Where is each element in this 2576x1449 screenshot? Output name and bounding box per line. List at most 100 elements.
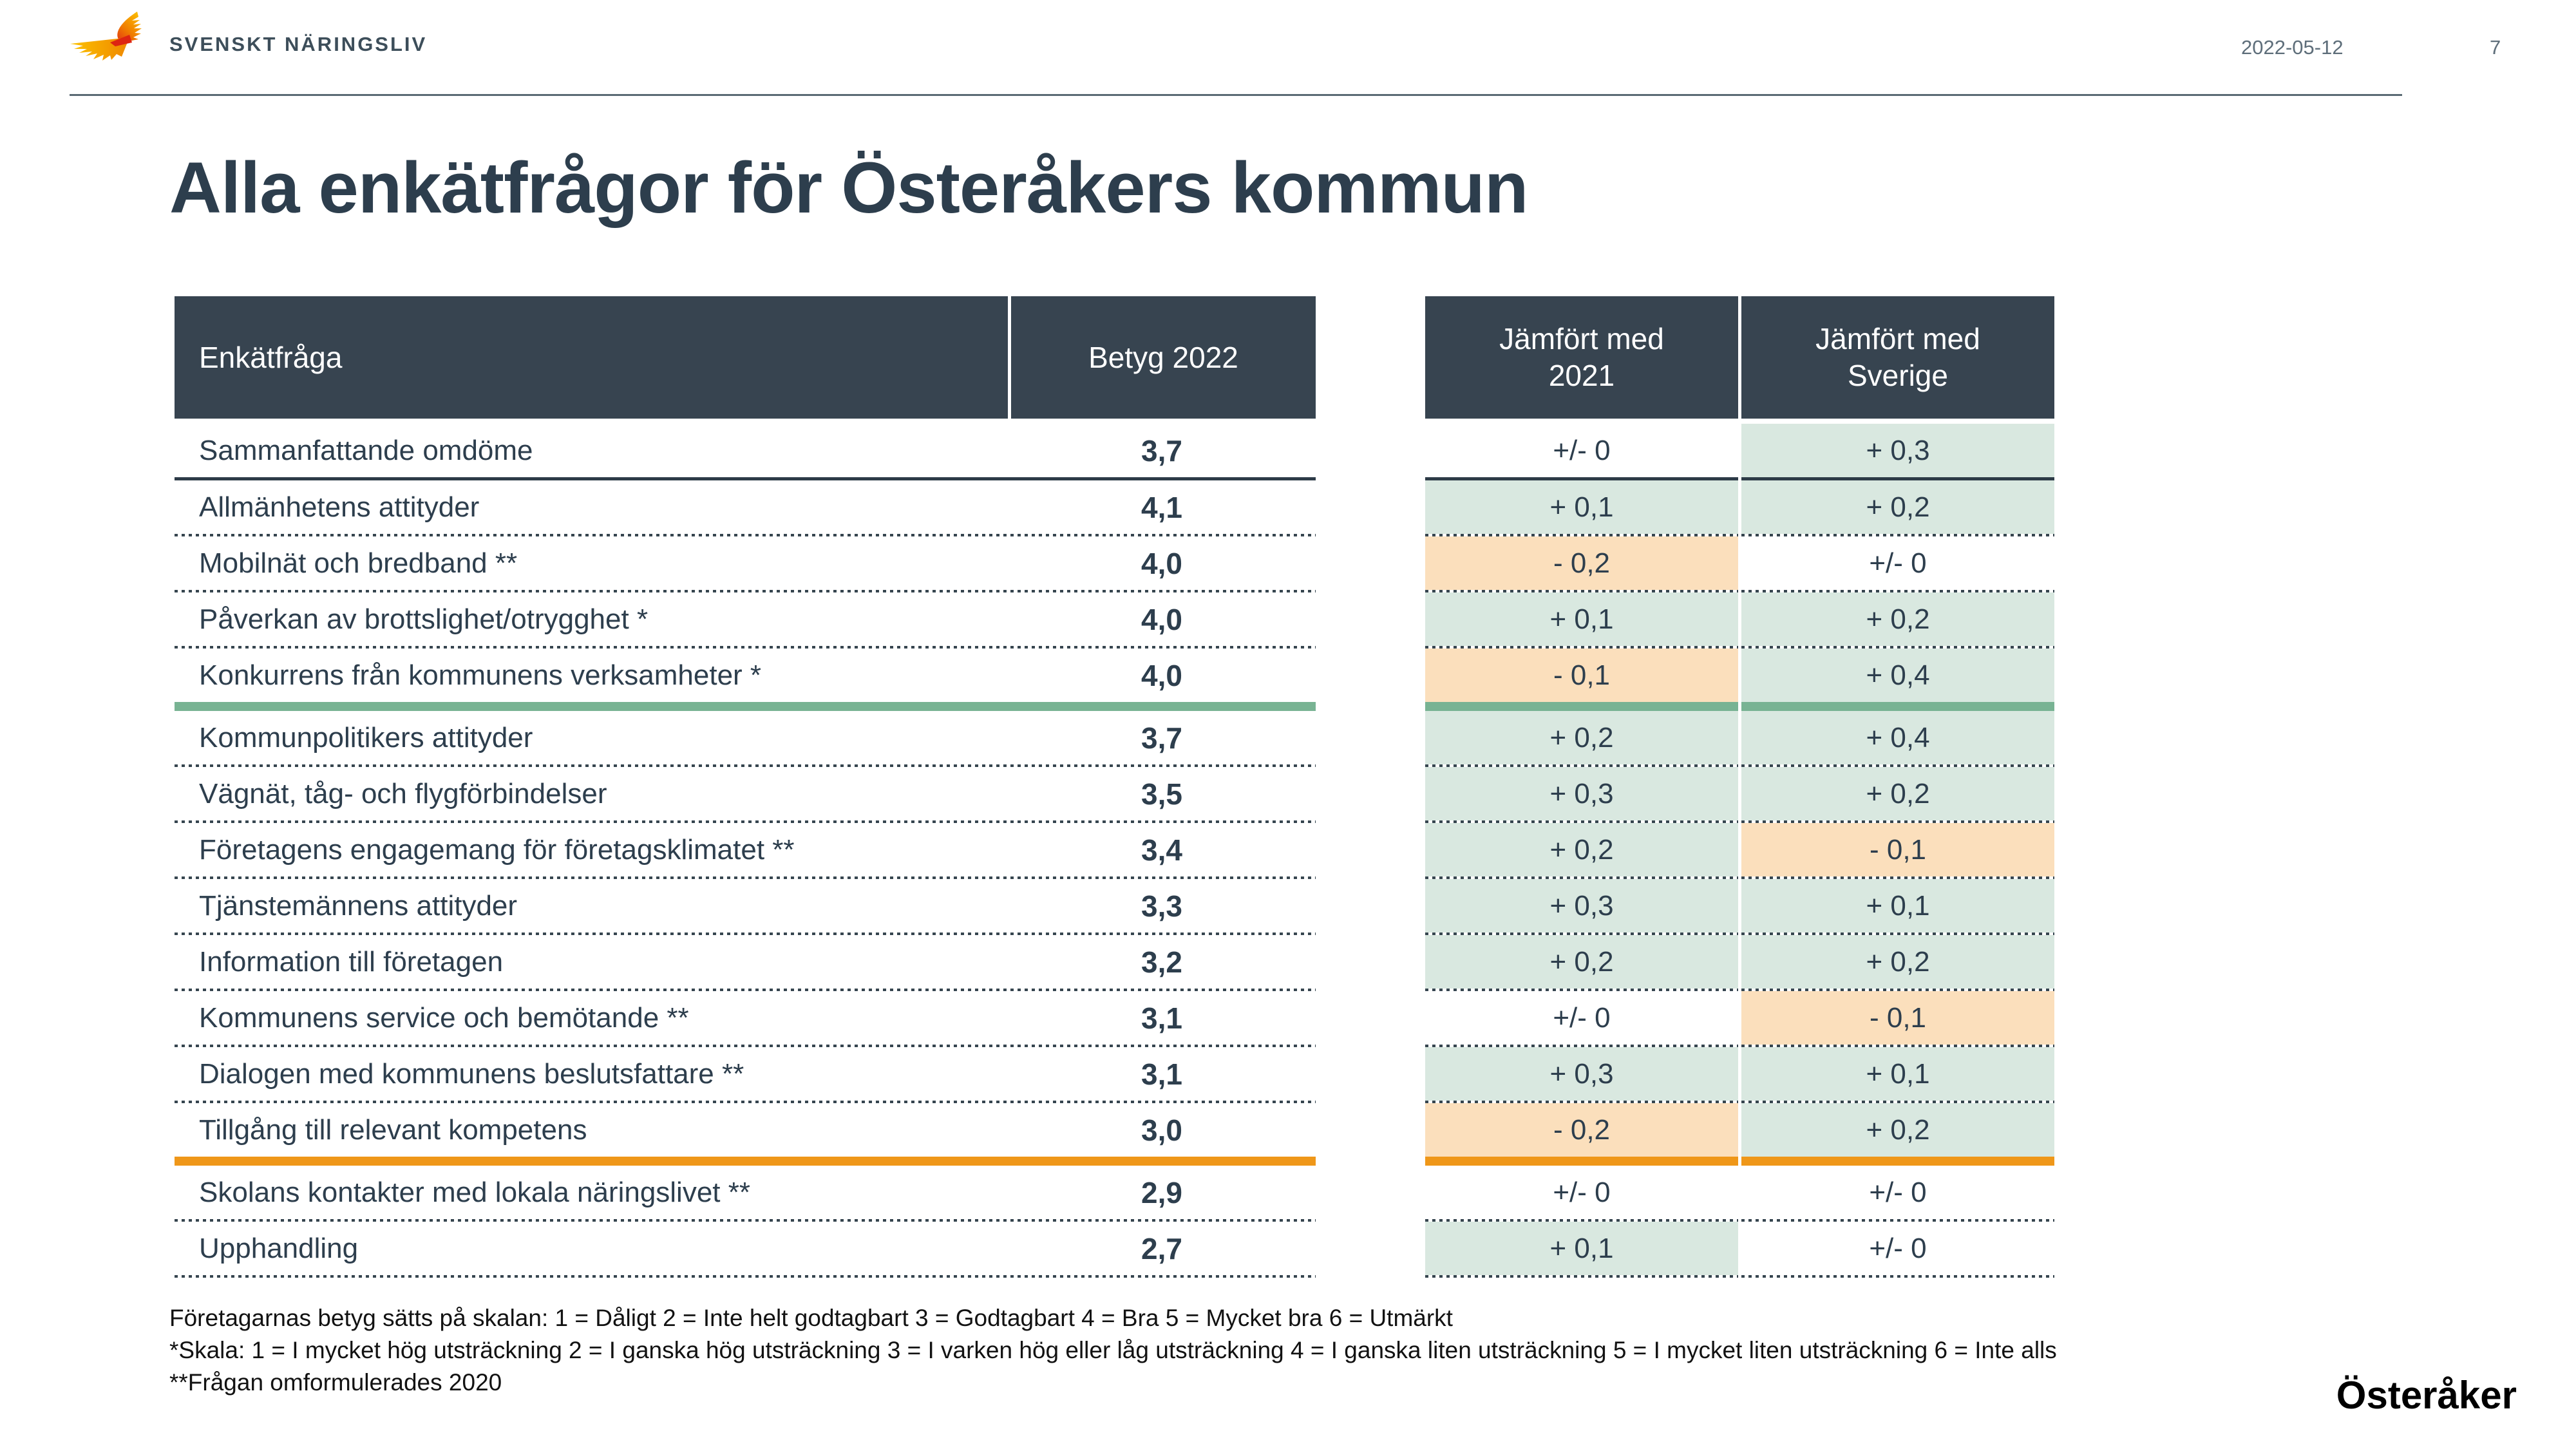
- row-separator: [1425, 534, 2054, 536]
- row-separator: [175, 1045, 1316, 1047]
- row-separator: [175, 590, 1316, 592]
- comparison-sverige-cell: + 0,1: [1741, 879, 2054, 933]
- row-separator: [175, 1219, 1316, 1222]
- question-cell: Mobilnät och bredband **: [199, 547, 518, 579]
- rating-cell: 3,1: [1141, 1001, 1182, 1035]
- rating-cell: 3,1: [1141, 1057, 1182, 1091]
- row-separator: [1425, 646, 2054, 649]
- row-separator: [1425, 477, 2054, 480]
- table-row: +/- 0 +/- 0: [1425, 1166, 2054, 1219]
- rating-cell: 2,7: [1141, 1231, 1182, 1265]
- comparison-2021-cell: +/- 0: [1553, 1001, 1611, 1034]
- table-row: + 0,1 +/- 0: [1425, 1222, 2054, 1275]
- rating-cell: 4,0: [1141, 546, 1182, 580]
- comparison-sverige-cell: + 0,2: [1741, 592, 2054, 646]
- rating-cell: 4,0: [1141, 658, 1182, 692]
- table-row: + 0,3 + 0,2: [1425, 767, 2054, 820]
- table-row: - 0,1 + 0,4: [1425, 649, 2054, 702]
- comparison-2021-cell: + 0,2: [1425, 711, 1738, 764]
- question-cell: Tillgång till relevant kompetens: [199, 1113, 587, 1146]
- row-separator: [175, 933, 1316, 935]
- rating-cell: 4,0: [1141, 602, 1182, 636]
- survey-table-header: Enkätfråga Betyg 2022: [175, 296, 1316, 419]
- comparison-2021-cell: + 0,3: [1425, 879, 1738, 933]
- footnote-skala: *Skala: 1 = I mycket hög utsträckning 2 …: [169, 1337, 2057, 1363]
- table-row: Sammanfattande omdöme 3,7: [175, 424, 1316, 477]
- brand: SVENSKT NÄRINGSLIV: [68, 9, 427, 64]
- rating-cell: 3,5: [1141, 777, 1182, 811]
- question-cell: Dialogen med kommunens beslutsfattare **: [199, 1057, 744, 1090]
- rating-cell: 3,0: [1141, 1113, 1182, 1147]
- page-title: Alla enkätfrågor för Österåkers kommun: [169, 147, 1528, 228]
- rating-cell: 4,1: [1141, 490, 1182, 524]
- row-separator: [1425, 1219, 2054, 1222]
- rating-cell: 2,9: [1141, 1175, 1182, 1209]
- comparison-sverige-cell: + 0,2: [1741, 767, 2054, 820]
- comparison-sverige-cell: + 0,3: [1741, 424, 2054, 477]
- svenskt-naringsliv-logo-icon: [70, 12, 142, 61]
- row-separator: [175, 876, 1316, 879]
- comparison-2021-cell: +/- 0: [1553, 434, 1611, 466]
- table-row: Upphandling 2,7: [175, 1222, 1316, 1275]
- comparison-sverige-cell: + 0,2: [1741, 480, 2054, 534]
- osteraker-wordmark: Österåker: [2336, 1374, 2517, 1417]
- row-separator: [1425, 590, 2054, 592]
- comparison-sverige-cell: + 0,2: [1741, 1103, 2054, 1157]
- row-separator: [1425, 1045, 2054, 1047]
- comparison-sverige-cell: +/- 0: [1869, 547, 1927, 579]
- comparison-sverige-cell: - 0,1: [1741, 991, 2054, 1045]
- row-separator: [1425, 989, 2054, 991]
- table-row: + 0,3 + 0,1: [1425, 1047, 2054, 1101]
- comparison-sverige-cell: + 0,4: [1741, 649, 2054, 702]
- row-separator: [1425, 820, 2054, 823]
- brand-wordmark: SVENSKT NÄRINGSLIV: [169, 33, 428, 55]
- table-row: + 0,1 + 0,2: [1425, 480, 2054, 534]
- table-row: - 0,2 + 0,2: [1425, 1103, 2054, 1157]
- question-cell: Företagens engagemang för företagsklimat…: [199, 833, 795, 866]
- comparison-2021-cell: - 0,2: [1425, 1103, 1738, 1157]
- table-row: Vägnät, tåg- och flygförbindelser 3,5: [175, 767, 1316, 820]
- rating-cell: 3,4: [1141, 833, 1182, 867]
- question-cell: Allmänhetens attityder: [199, 491, 480, 523]
- question-cell: Kommunens service och bemötande **: [199, 1001, 689, 1034]
- comparison-sverige-cell: + 0,4: [1741, 711, 2054, 764]
- footnotes: Företagarnas betyg sätts på skalan: 1 = …: [169, 1302, 2057, 1399]
- question-cell: Konkurrens från kommunens verksamheter *: [199, 659, 762, 691]
- footnote-scale: Företagarnas betyg sätts på skalan: 1 = …: [169, 1305, 1453, 1331]
- question-cell: Påverkan av brottslighet/otrygghet *: [199, 603, 649, 635]
- comparison-2021-cell: - 0,1: [1425, 649, 1738, 702]
- rating-cell: 3,3: [1141, 889, 1182, 923]
- slide-page-number: 7: [2490, 36, 2501, 59]
- table-row: + 0,1 + 0,2: [1425, 592, 2054, 646]
- comparison-sverige-cell: + 0,1: [1741, 1047, 2054, 1101]
- comparison-sverige-cell: - 0,1: [1741, 823, 2054, 876]
- question-cell: Skolans kontakter med lokala näringslive…: [199, 1176, 751, 1208]
- row-separator: [1425, 1275, 2054, 1278]
- comparison-2021-cell: +/- 0: [1553, 1176, 1611, 1208]
- question-cell: Tjänstemännens attityder: [199, 889, 518, 922]
- table-row: Påverkan av brottslighet/otrygghet * 4,0: [175, 592, 1316, 646]
- table-row: Information till företagen 3,2: [175, 935, 1316, 989]
- row-separator: [175, 477, 1316, 480]
- table-row: Tjänstemännens attityder 3,3: [175, 879, 1316, 933]
- table-row: Kommunpolitikers attityder 3,7: [175, 711, 1316, 764]
- row-separator: [175, 702, 1316, 711]
- survey-table-body: Sammanfattande omdöme 3,7 Allmänhetens att…: [175, 419, 1316, 1278]
- rating-cell: 3,7: [1141, 721, 1182, 755]
- header-divider: [70, 94, 2402, 96]
- rating-cell: 3,2: [1141, 945, 1182, 979]
- rating-cell: 3,7: [1141, 433, 1182, 468]
- question-cell: Information till företagen: [199, 945, 504, 978]
- comparison-table-body: +/- 0 + 0,3 + 0,1 + 0,2- 0,2 +/- 0 + 0,1 + 0,2…: [1425, 419, 2054, 1278]
- comparison-2021-cell: + 0,1: [1425, 592, 1738, 646]
- comparison-table-header: Jämfört med 2021 Jämfört med Sverige: [1425, 296, 2054, 419]
- row-separator: [1425, 702, 2054, 711]
- row-separator: [175, 1157, 1316, 1166]
- comparison-2021-cell: + 0,2: [1425, 935, 1738, 989]
- comparison-sverige-cell: +/- 0: [1869, 1232, 1927, 1264]
- row-separator: [1425, 876, 2054, 879]
- table-row: Tillgång till relevant kompetens 3,0: [175, 1103, 1316, 1157]
- column-header-jamfort-sverige: Jämfört med Sverige: [1741, 296, 2054, 419]
- row-separator: [175, 1101, 1316, 1103]
- row-separator: [1425, 1101, 2054, 1103]
